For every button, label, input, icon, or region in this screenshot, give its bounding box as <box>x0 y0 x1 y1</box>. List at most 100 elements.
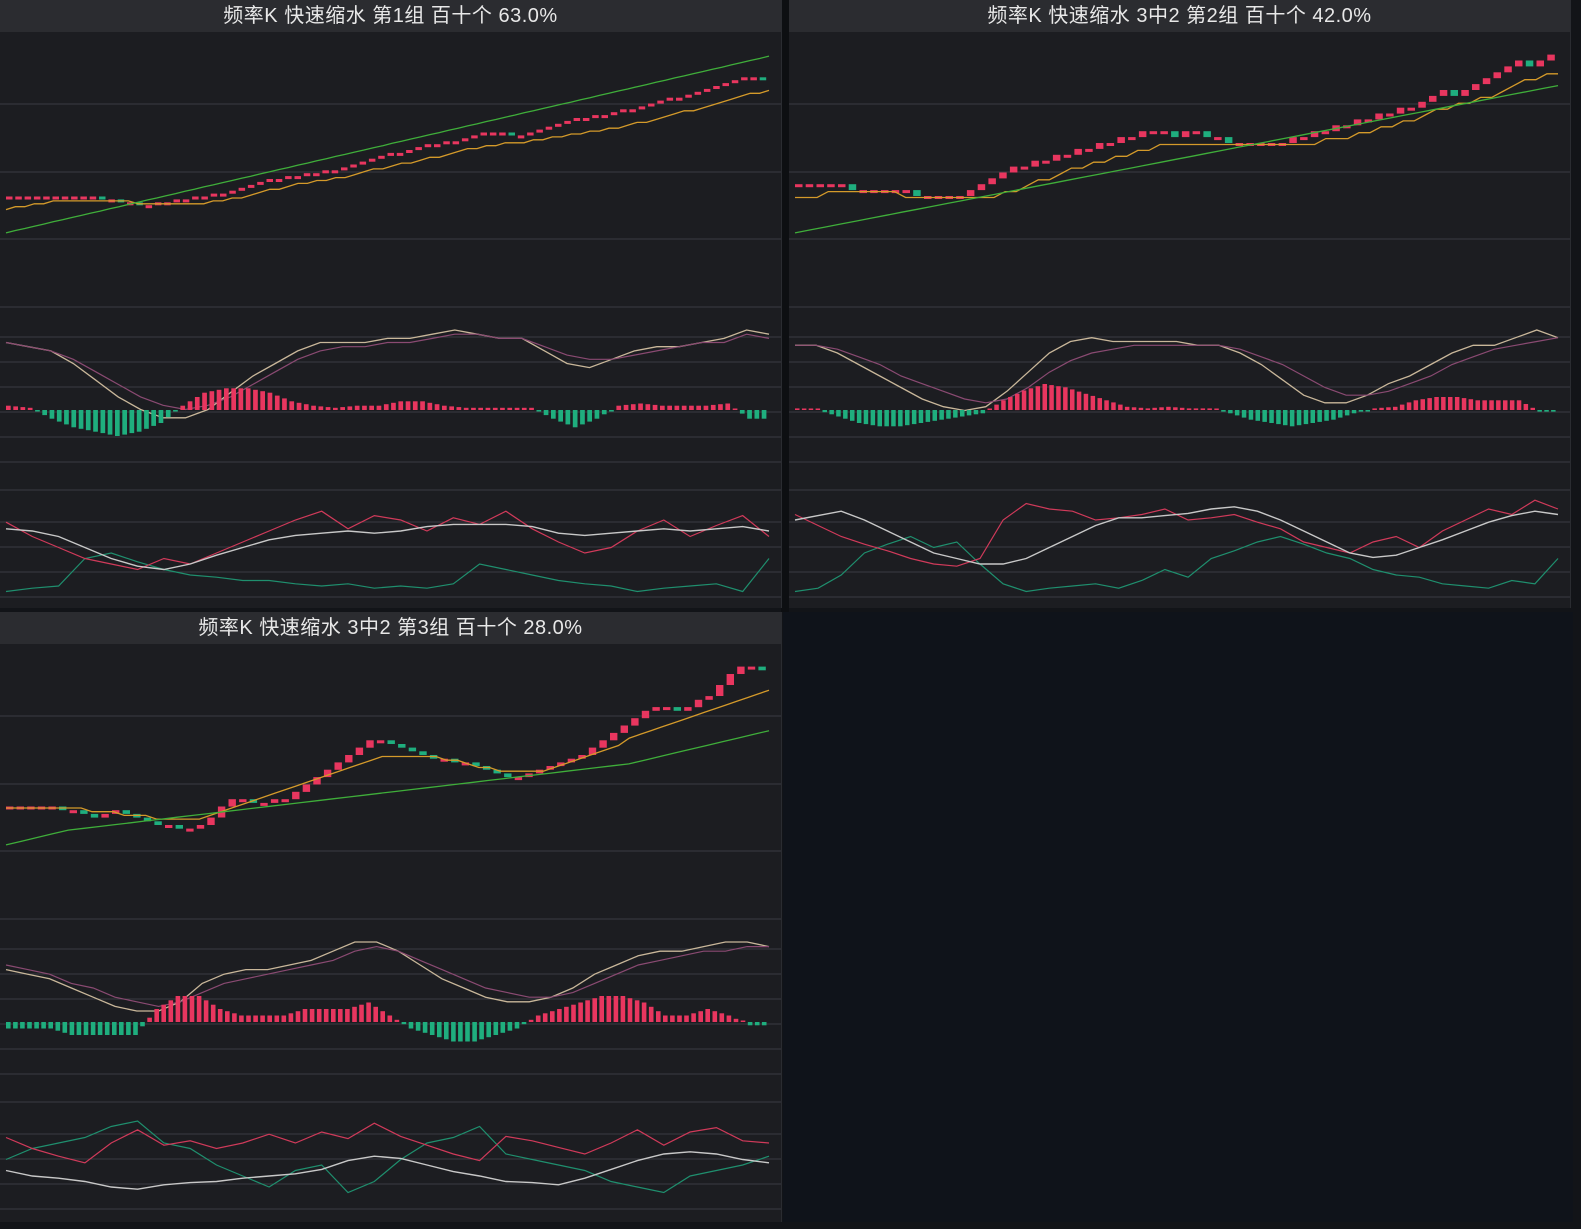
macd-bar <box>203 1000 209 1022</box>
candle <box>1128 137 1136 141</box>
macd-bar <box>558 410 563 422</box>
candle <box>795 184 803 188</box>
macd-bar <box>877 410 882 427</box>
macd-bar <box>500 1022 506 1033</box>
candle <box>1461 90 1469 96</box>
macd-bar <box>154 1009 159 1022</box>
macd-bar <box>196 996 202 1022</box>
candle <box>638 106 646 110</box>
candle <box>408 747 417 752</box>
candle <box>424 144 432 148</box>
kdj-j-line <box>794 535 1559 593</box>
candle <box>182 199 190 203</box>
candle <box>1020 166 1029 170</box>
macd-dif-line <box>5 941 770 1012</box>
chart-panel-1: 频率K 快速缩水 第1组 百十个 63.0% <box>0 0 782 608</box>
macd-bar <box>93 410 98 432</box>
candle <box>61 196 69 200</box>
macd-bar <box>316 1009 322 1022</box>
macd-bar <box>478 407 483 410</box>
kdj-d-line <box>5 1122 770 1164</box>
macd-bar <box>1214 408 1219 410</box>
candle <box>472 762 480 767</box>
macd-bar <box>1544 410 1549 412</box>
macd-bar <box>925 410 931 422</box>
macd-bar <box>1228 410 1233 414</box>
ma-long-line <box>5 730 770 846</box>
candle <box>359 161 367 165</box>
candle <box>238 187 246 191</box>
macd-bar <box>1509 400 1515 410</box>
macd-bar <box>691 1013 696 1022</box>
macd-bar <box>209 391 215 410</box>
candle <box>1407 107 1415 111</box>
macd-bar <box>442 405 447 410</box>
macd-bar <box>427 402 433 410</box>
macd-bar <box>1090 395 1096 410</box>
macd-bar <box>246 1015 251 1022</box>
candle <box>154 821 162 825</box>
macd-bar <box>1283 410 1288 426</box>
candle <box>1063 154 1072 158</box>
macd-bar <box>1516 400 1522 410</box>
macd-bar <box>836 410 841 417</box>
macd-bar <box>1173 407 1178 410</box>
macd-bar <box>216 389 222 410</box>
macd-bar <box>638 403 643 410</box>
macd-bar <box>712 1011 718 1022</box>
candle <box>398 744 406 748</box>
candle <box>731 80 739 84</box>
macd-bar <box>601 410 607 415</box>
candle <box>1214 137 1222 141</box>
macd-bar <box>41 1022 46 1029</box>
candle <box>694 699 703 708</box>
candle <box>816 184 824 188</box>
macd-bar <box>550 1011 555 1022</box>
macd-bar <box>49 410 55 419</box>
macd-bar <box>585 1000 590 1022</box>
macd-bar <box>1427 398 1432 410</box>
macd-bar <box>1262 410 1267 422</box>
macd-bar <box>1207 408 1212 410</box>
macd-bar <box>376 405 382 410</box>
candle <box>173 199 180 203</box>
macd-bar <box>1468 399 1474 410</box>
candle <box>461 138 469 142</box>
candle <box>1095 143 1104 149</box>
macd-bar <box>696 405 701 410</box>
macd-bar <box>1193 408 1199 410</box>
macd-bar <box>856 410 862 423</box>
macd-bar <box>472 1022 477 1042</box>
macd-bar <box>175 996 181 1022</box>
macd-bar <box>1063 387 1068 410</box>
macd-bar <box>660 405 665 410</box>
macd-bar <box>606 996 612 1022</box>
candle <box>1429 95 1437 102</box>
candle <box>1525 60 1534 67</box>
macd-bar <box>1358 410 1364 412</box>
macd-bar <box>144 410 149 429</box>
candle <box>1160 131 1168 135</box>
candle <box>1321 131 1330 135</box>
macd-bar <box>536 410 542 412</box>
macd-bar <box>592 998 597 1022</box>
macd-bar <box>140 1022 145 1027</box>
macd-bar <box>1104 400 1109 410</box>
candle <box>663 707 671 711</box>
macd-bar <box>863 410 869 425</box>
candle <box>247 184 255 188</box>
candle <box>988 178 996 185</box>
macd-dea-line <box>795 337 1559 404</box>
candle <box>207 817 215 825</box>
macd-bar <box>551 410 556 419</box>
ma-short-line <box>795 73 1558 199</box>
candle <box>15 196 22 200</box>
macd-bar <box>1324 410 1329 421</box>
macd-bar <box>1248 410 1254 420</box>
candle <box>641 710 650 719</box>
candle <box>1042 160 1050 164</box>
candle <box>652 707 660 711</box>
macd-bar <box>578 1002 583 1022</box>
candle <box>1106 143 1115 146</box>
macd-bar <box>1234 410 1240 416</box>
